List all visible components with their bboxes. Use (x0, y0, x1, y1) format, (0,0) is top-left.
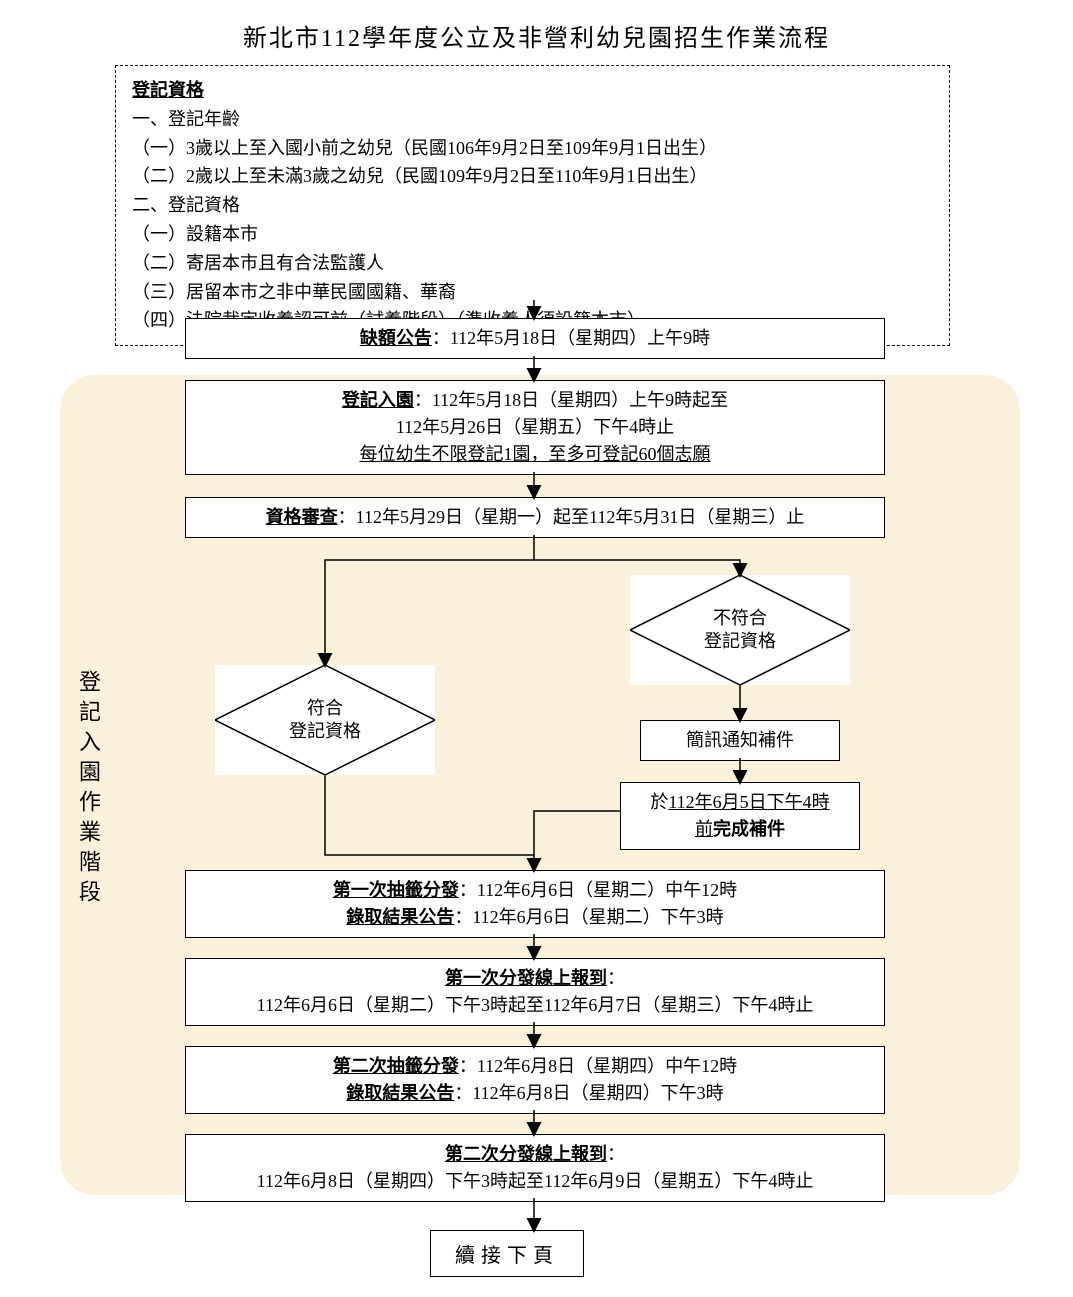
label: 錄取結果公告 (346, 907, 454, 927)
eligibility-line: （三）居留本市之非中華民國國籍、華裔 (132, 278, 933, 307)
eligibility-line: 二、登記資格 (132, 191, 933, 220)
text: 前 (695, 819, 713, 839)
decision-fail: 不符合登記資格 (630, 575, 850, 685)
label: 第二次分發線上報到 (445, 1144, 607, 1164)
node-draw2: 第二次抽籤分發：112年6月8日（星期四）中午12時 錄取結果公告：112年6月… (185, 1046, 885, 1114)
label: 第一次分發線上報到 (445, 968, 607, 988)
eligibility-line: 一、登記年齡 (132, 105, 933, 134)
text: 112年6月6日（星期二）下午3時起至112年6月7日（星期三）下午4時止 (196, 992, 874, 1019)
text: 不符合 (713, 608, 767, 628)
node-review: 資格審查：112年5月29日（星期一）起至112年5月31日（星期三）止 (185, 497, 885, 538)
node-report1: 第一次分發線上報到： 112年6月6日（星期二）下午3時起至112年6月7日（星… (185, 958, 885, 1026)
text: ： (607, 1144, 625, 1164)
label: 資格審查 (266, 507, 338, 527)
eligibility-line: （二）2歲以上至未滿3歲之幼兒（民國109年9月2日至110年9月1日出生） (132, 162, 933, 191)
eligibility-line: （一）設籍本市 (132, 220, 933, 249)
label: 登記入園 (342, 390, 414, 410)
text: ： (607, 968, 625, 988)
eligibility-line: （一）3歲以上至入國小前之幼兒（民國106年9月2日至109年9月1日出生） (132, 134, 933, 163)
text: ：112年5月29日（星期一）起至112年5月31日（星期三）止 (338, 507, 805, 527)
text: ：112年6月8日（星期四）下午3時 (454, 1083, 723, 1103)
node-register: 登記入園：112年5月18日（星期四）上午9時起至 112年5月26日（星期五）… (185, 380, 885, 475)
text: 符合 (307, 698, 343, 718)
node-vacancy: 缺額公告：112年5月18日（星期四）上午9時 (185, 318, 885, 359)
label: 第二次抽籤分發 (333, 1056, 459, 1076)
eligibility-line: （二）寄居本市且有合法監護人 (132, 249, 933, 278)
flowchart-canvas: 新北市112學年度公立及非營利幼兒園招生作業流程 登記入園作業階段 登記資格 一… (0, 0, 1073, 1297)
text: ：112年5月18日（星期四）上午9時起至 (414, 390, 728, 410)
label: 第一次抽籤分發 (333, 880, 459, 900)
text: 續接下頁 (455, 1245, 559, 1267)
text: ：112年6月6日（星期二）下午3時 (454, 907, 723, 927)
eligibility-heading: 登記資格 (132, 80, 204, 100)
node-continue: 續接下頁 (430, 1230, 584, 1277)
label: 錄取結果公告 (346, 1083, 454, 1103)
node-deadline: 於112年6月5日下午4時前完成補件 (620, 782, 860, 850)
node-report2: 第二次分發線上報到： 112年6月8日（星期四）下午3時起至112年6月9日（星… (185, 1134, 885, 1202)
text: 於 (650, 792, 668, 812)
text: 112年5月26日（星期五）下午4時止 (196, 414, 874, 441)
side-label: 登記入園作業階段 (72, 670, 104, 910)
text: 簡訊通知補件 (686, 730, 794, 750)
node-sms: 簡訊通知補件 (640, 720, 840, 761)
text-note: 每位幼生不限登記1園，至多可登記60個志願 (196, 441, 874, 468)
decision-pass: 符合登記資格 (215, 665, 435, 775)
text: ：112年6月8日（星期四）中午12時 (459, 1056, 737, 1076)
text: 完成補件 (713, 819, 785, 839)
text: 112年6月5日下午4時 (668, 792, 829, 812)
label: 缺額公告 (360, 328, 432, 348)
text: 登記資格 (289, 721, 361, 741)
text: ：112年5月18日（星期四）上午9時 (432, 328, 710, 348)
eligibility-box: 登記資格 一、登記年齡 （一）3歲以上至入國小前之幼兒（民國106年9月2日至1… (115, 65, 950, 346)
page-title: 新北市112學年度公立及非營利幼兒園招生作業流程 (0, 18, 1073, 53)
node-draw1: 第一次抽籤分發：112年6月6日（星期二）中午12時 錄取結果公告：112年6月… (185, 870, 885, 938)
text: 登記資格 (704, 631, 776, 651)
text: 112年6月8日（星期四）下午3時起至112年6月9日（星期五）下午4時止 (196, 1168, 874, 1195)
text: ：112年6月6日（星期二）中午12時 (459, 880, 737, 900)
